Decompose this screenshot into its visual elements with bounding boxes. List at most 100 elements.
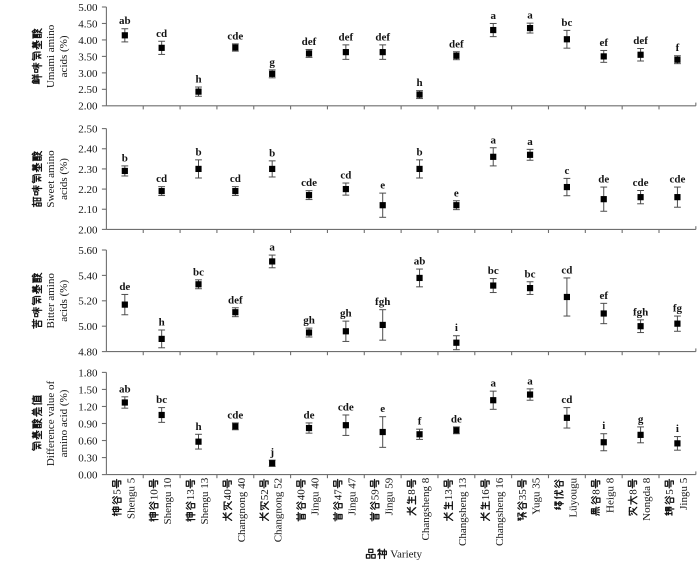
svg-text:f: f (676, 42, 680, 54)
svg-text:a: a (269, 242, 275, 254)
svg-text:cde: cde (301, 177, 317, 189)
svg-text:35: 35 (517, 489, 529, 501)
svg-text:2.10: 2.10 (78, 204, 98, 216)
svg-text:10: 10 (148, 489, 160, 501)
svg-text:Bitter amino: Bitter amino (45, 273, 57, 329)
svg-text:cde: cde (227, 30, 243, 42)
svg-text:def: def (375, 31, 390, 43)
svg-text:Changsheng 16: Changsheng 16 (494, 477, 506, 546)
svg-text:5.00: 5.00 (78, 2, 98, 14)
svg-text:8: 8 (406, 489, 418, 495)
svg-text:de: de (598, 174, 609, 186)
svg-text:e: e (454, 187, 459, 199)
svg-text:0.00: 0.00 (78, 470, 98, 482)
svg-text:Shengu 13: Shengu 13 (199, 477, 211, 524)
svg-text:2.00: 2.00 (78, 224, 98, 236)
svg-text:j: j (269, 447, 274, 459)
svg-text:8: 8 (627, 489, 639, 495)
svg-text:4.50: 4.50 (78, 18, 98, 30)
svg-text:Changsheng 13: Changsheng 13 (457, 477, 469, 546)
svg-text:8: 8 (590, 489, 602, 495)
svg-text:def: def (228, 294, 243, 306)
svg-text:Variety: Variety (390, 549, 422, 561)
svg-text:i: i (455, 322, 458, 334)
svg-text:gh: gh (303, 315, 315, 327)
svg-text:cd: cd (340, 170, 351, 182)
svg-text:4.00: 4.00 (78, 35, 98, 47)
svg-text:g: g (269, 56, 275, 68)
svg-text:h: h (416, 77, 422, 89)
svg-text:Difference value of: Difference value of (45, 381, 57, 467)
svg-text:Nongda 8: Nongda 8 (641, 477, 653, 521)
svg-text:Lüyougu: Lüyougu (567, 477, 579, 517)
svg-text:Heigu 8: Heigu 8 (604, 477, 616, 513)
svg-text:ab: ab (119, 15, 131, 27)
svg-text:bc: bc (561, 17, 572, 29)
svg-text:Umami amino: Umami amino (45, 24, 57, 88)
svg-text:4.80: 4.80 (78, 347, 98, 359)
svg-text:Sweet amino: Sweet amino (45, 150, 57, 208)
svg-text:2.20: 2.20 (78, 184, 98, 196)
svg-text:cd: cd (561, 264, 572, 276)
svg-text:0.30: 0.30 (78, 452, 98, 464)
svg-text:ab: ab (414, 256, 426, 268)
svg-text:Changnong 52: Changnong 52 (273, 478, 285, 542)
svg-text:c: c (564, 165, 569, 177)
svg-text:1.80: 1.80 (78, 367, 98, 379)
svg-text:cd: cd (230, 173, 241, 185)
svg-text:5.00: 5.00 (78, 321, 98, 333)
svg-text:a: a (527, 136, 533, 148)
svg-text:cd: cd (561, 394, 572, 406)
svg-text:b: b (416, 146, 422, 158)
svg-text:acids (%): acids (%) (58, 158, 70, 200)
svg-text:amino acid (%): amino acid (%) (58, 389, 70, 457)
svg-text:b: b (269, 147, 275, 159)
svg-text:a: a (527, 375, 533, 387)
svg-text:52: 52 (259, 489, 271, 500)
svg-text:13: 13 (185, 489, 197, 501)
svg-text:i: i (602, 420, 605, 432)
svg-text:gh: gh (340, 308, 352, 320)
svg-text:a: a (490, 378, 496, 390)
svg-text:de: de (119, 281, 130, 293)
svg-text:ef: ef (599, 37, 608, 49)
svg-text:bc: bc (488, 265, 499, 277)
svg-text:e: e (380, 180, 385, 192)
svg-text:fg: fg (673, 303, 683, 315)
svg-text:bc: bc (193, 266, 204, 278)
svg-text:5.60: 5.60 (78, 245, 98, 257)
svg-text:5.20: 5.20 (78, 296, 98, 308)
svg-text:Yugu 35: Yugu 35 (531, 477, 543, 514)
svg-text:def: def (449, 38, 464, 50)
svg-text:acids (%): acids (%) (58, 280, 70, 322)
svg-text:Changnong 40: Changnong 40 (236, 477, 248, 542)
svg-text:fgh: fgh (375, 296, 390, 308)
svg-text:Jingu 5: Jingu 5 (678, 477, 690, 510)
svg-text:a: a (490, 10, 496, 22)
svg-text:b: b (122, 152, 128, 164)
svg-text:2.30: 2.30 (78, 164, 98, 176)
svg-text:e: e (380, 403, 385, 415)
svg-text:Changsheng 8: Changsheng 8 (420, 477, 432, 540)
svg-text:Shengu 5: Shengu 5 (125, 477, 137, 519)
svg-text:1.50: 1.50 (78, 384, 98, 396)
svg-text:40: 40 (222, 489, 234, 501)
svg-text:cd: cd (156, 28, 167, 40)
svg-text:2.40: 2.40 (78, 144, 98, 156)
svg-text:Jingu 40: Jingu 40 (310, 477, 322, 515)
svg-text:bc: bc (156, 394, 167, 406)
svg-text:cde: cde (227, 409, 243, 421)
svg-text:47: 47 (333, 489, 345, 501)
svg-text:h: h (195, 74, 201, 86)
svg-text:def: def (633, 35, 648, 47)
svg-text:Jingu 47: Jingu 47 (346, 477, 358, 515)
svg-text:1.20: 1.20 (78, 401, 98, 413)
svg-text:0.90: 0.90 (78, 418, 98, 430)
svg-text:a: a (527, 10, 533, 22)
svg-text:fgh: fgh (633, 306, 648, 318)
svg-text:i: i (676, 423, 679, 435)
svg-text:Shengu 10: Shengu 10 (162, 477, 174, 524)
svg-text:40: 40 (296, 489, 308, 501)
svg-text:def: def (302, 36, 317, 48)
svg-text:2.50: 2.50 (78, 124, 98, 136)
